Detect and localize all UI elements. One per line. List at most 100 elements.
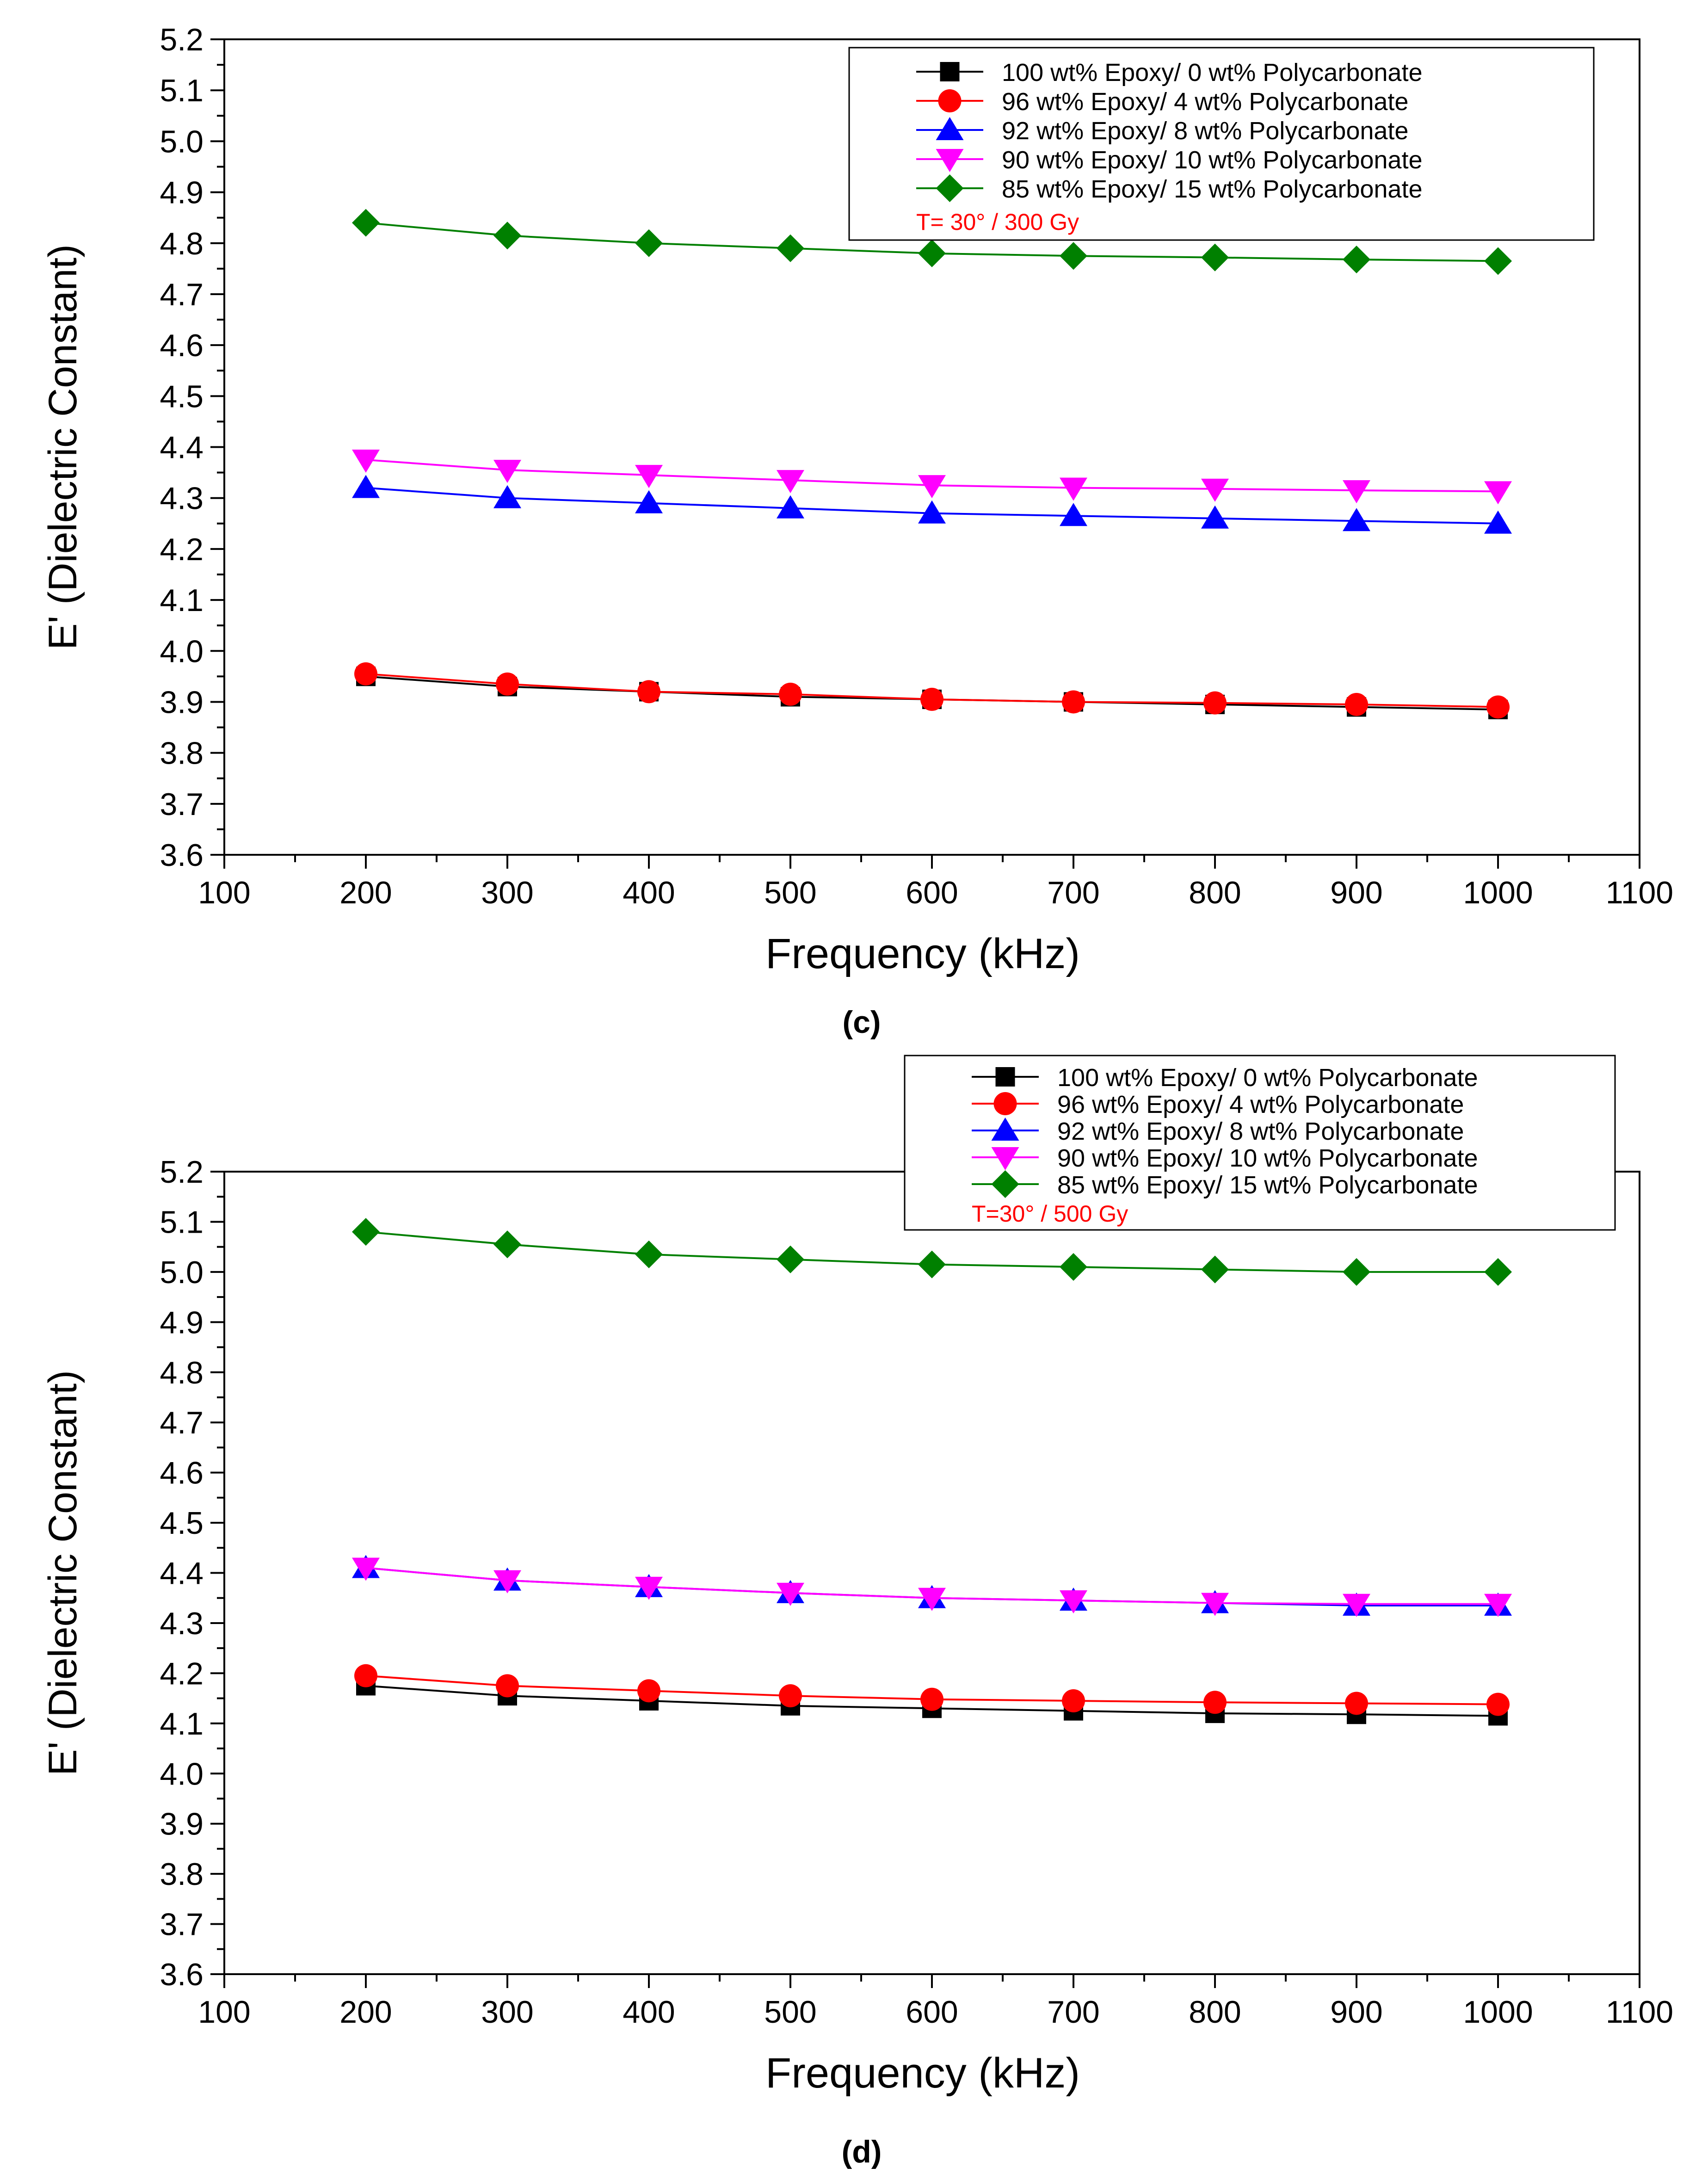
legend-swatch-marker	[940, 62, 960, 81]
series-4-point	[352, 1557, 380, 1581]
series-2-point	[1203, 1691, 1227, 1714]
series-2-point	[496, 672, 519, 696]
x-axis-title: Frequency (kHz)	[765, 930, 1080, 977]
x-tick-label: 900	[1330, 875, 1382, 910]
y-tick-label: 4.8	[160, 1355, 203, 1390]
series-5-point	[777, 1245, 804, 1273]
x-tick-label: 600	[906, 1995, 958, 2030]
series-2-point	[1345, 692, 1368, 716]
series-5-point	[1201, 1255, 1229, 1284]
series-2-point	[637, 680, 660, 704]
y-tick-label: 3.7	[160, 1907, 203, 1942]
legend-swatch-marker	[936, 149, 964, 172]
series-2-point	[779, 682, 802, 706]
series-2-point	[354, 1664, 377, 1687]
y-tick-label: 4.8	[160, 226, 203, 261]
series-4-point	[493, 1570, 521, 1593]
legend-box	[904, 1055, 1616, 1231]
y-tick-label: 4.6	[160, 1456, 203, 1491]
series-4-point	[918, 475, 946, 499]
y-tick-label: 4.3	[160, 1606, 203, 1641]
x-tick-label: 900	[1330, 1995, 1382, 2030]
x-tick-label: 200	[339, 875, 392, 910]
y-tick-label: 4.7	[160, 1405, 203, 1440]
series-5-point	[1343, 1258, 1370, 1286]
x-tick-label: 400	[623, 875, 675, 910]
series-2-point	[1486, 695, 1510, 719]
series-5-point	[635, 229, 663, 257]
series-2-point	[920, 1687, 943, 1711]
y-tick-label: 4.4	[160, 430, 203, 465]
series-2-point	[1345, 1692, 1368, 1715]
y-tick-label: 3.8	[160, 1857, 203, 1892]
y-tick-label: 4.6	[160, 328, 203, 363]
series-5-point	[1343, 246, 1370, 274]
x-tick-label: 100	[198, 875, 250, 910]
y-tick-label: 4.9	[160, 1305, 203, 1340]
legend-swatch-marker	[995, 1067, 1015, 1087]
y-tick-label: 5.1	[160, 1204, 203, 1240]
series-5-point	[1060, 242, 1087, 270]
y-tick-label: 5.0	[160, 124, 203, 159]
y-tick-label: 3.8	[160, 736, 203, 771]
series-2-point	[1062, 690, 1085, 714]
series-4-point	[777, 470, 804, 494]
series-5-point	[352, 1218, 380, 1246]
y-tick-label: 4.5	[160, 1506, 203, 1541]
series-4-point	[1343, 480, 1370, 504]
y-tick-label: 3.6	[160, 1957, 203, 1992]
y-tick-label: 3.9	[160, 685, 203, 720]
y-tick-label: 4.1	[160, 583, 203, 618]
y-tick-label: 4.2	[160, 1656, 203, 1691]
y-tick-label: 5.2	[160, 22, 203, 57]
series-4-point	[1060, 477, 1087, 501]
y-tick-label: 4.0	[160, 1756, 203, 1791]
legend-condition-annotation: T= 30° / 300 Gy	[916, 209, 1079, 235]
x-tick-label: 100	[198, 1995, 250, 2030]
series-5-point	[777, 234, 804, 262]
series-5-point	[918, 239, 946, 267]
legend-box	[848, 47, 1595, 241]
series-4-point	[1060, 1590, 1087, 1614]
series-4-point	[1201, 478, 1229, 502]
legend-condition-annotation: T=30° / 500 Gy	[972, 1201, 1128, 1227]
series-4-point	[352, 450, 380, 473]
legend-entry-label: 85 wt% Epoxy/ 15 wt% Polycarbonate	[1057, 1171, 1478, 1199]
series-5-point	[1060, 1253, 1087, 1281]
y-axis-title: E' (Dielectric Constant)	[41, 1370, 85, 1776]
series-4-point	[493, 460, 521, 483]
series-2-point	[354, 662, 377, 685]
series-2-point	[1486, 1692, 1510, 1716]
series-2-point	[920, 687, 943, 711]
y-axis-title: E' (Dielectric Constant)	[41, 244, 85, 650]
series-4-point	[918, 1587, 946, 1611]
x-tick-label: 800	[1189, 1995, 1241, 2030]
x-tick-label: 400	[623, 1995, 675, 2030]
series-3-point	[918, 500, 946, 524]
legend-entry-label: 92 wt% Epoxy/ 8 wt% Polycarbonate	[1057, 1118, 1464, 1145]
legend-swatch-marker	[938, 89, 962, 112]
legend-swatch-marker	[991, 1147, 1019, 1170]
y-tick-label: 3.9	[160, 1807, 203, 1842]
series-4-point	[1343, 1593, 1370, 1617]
y-tick-label: 4.0	[160, 634, 203, 669]
panel-caption: (d)	[842, 2134, 882, 2169]
y-tick-label: 3.7	[160, 787, 203, 822]
x-tick-label: 1100	[1606, 875, 1673, 910]
series-3-point	[1484, 510, 1512, 534]
series-5-point	[1484, 1258, 1512, 1286]
series-2-point	[496, 1674, 519, 1698]
series-3-point	[1343, 508, 1370, 531]
x-tick-label: 200	[339, 1995, 392, 2030]
series-2-point	[637, 1679, 660, 1703]
x-tick-label: 700	[1047, 1995, 1099, 2030]
legend-entry-label: 92 wt% Epoxy/ 8 wt% Polycarbonate	[1002, 117, 1408, 145]
chart-panel-c: 3.6 3.7 3.8 3.9 4.0 4.1 4.2 4.3 4.4 4.5 4.6 4.7 4.8 4…	[41, 22, 1673, 1040]
x-tick-label: 300	[481, 1995, 533, 2030]
x-tick-label: 800	[1189, 875, 1241, 910]
x-tick-label: 1100	[1606, 1995, 1673, 2030]
legend-swatch-marker	[993, 1092, 1017, 1115]
series-3-point	[1201, 505, 1229, 529]
series-3-point	[777, 495, 804, 519]
